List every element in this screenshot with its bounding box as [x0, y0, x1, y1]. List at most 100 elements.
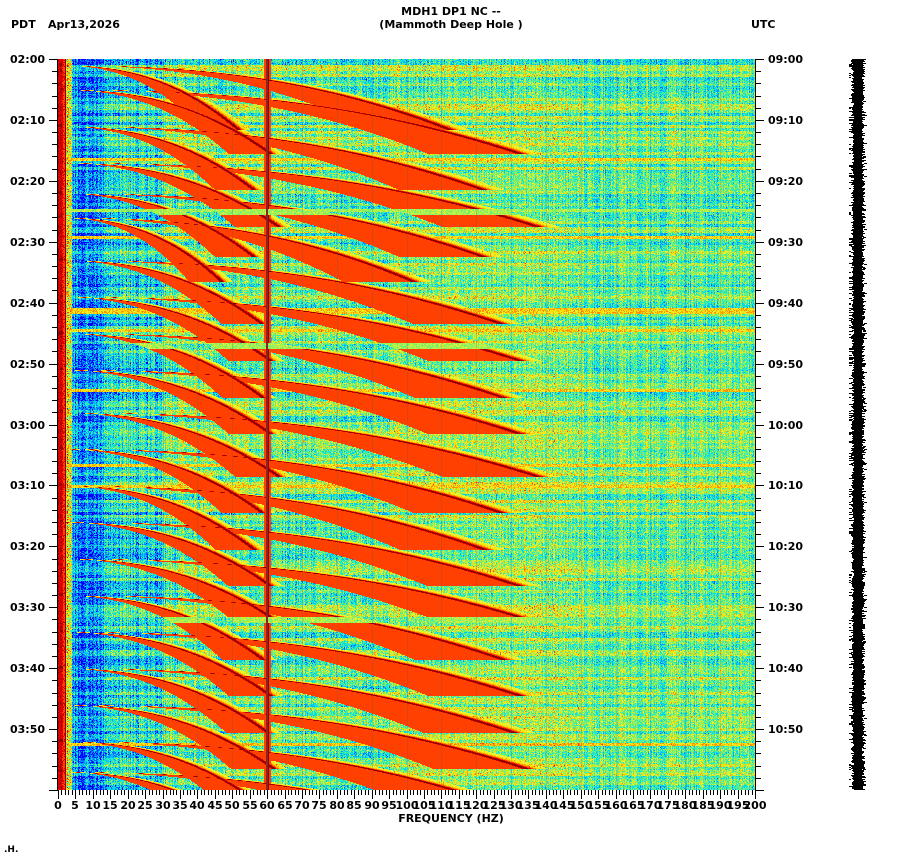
x-tick-minor: [351, 790, 352, 795]
x-tick-minor: [588, 790, 589, 795]
x-tick-minor: [187, 790, 188, 795]
y-axis-left-time-label: 02:00: [9, 53, 45, 66]
y-tick-minor-right: [755, 144, 761, 145]
x-tick-major: [128, 790, 129, 799]
y-tick-minor-left: [52, 327, 58, 328]
x-axis-frequency-label: 150: [569, 799, 593, 812]
y-tick-minor-left: [52, 571, 58, 572]
y-axis-left-time-label: 03:20: [9, 540, 45, 553]
x-tick-minor: [570, 790, 571, 795]
y-tick-major-left: [49, 790, 58, 791]
x-tick-minor: [518, 790, 519, 795]
y-axis-right-time-label: 09:40: [768, 297, 804, 310]
x-tick-minor: [522, 790, 523, 795]
x-tick-minor: [643, 790, 644, 795]
x-tick-minor: [713, 790, 714, 795]
x-axis-frequency-label: 10: [85, 799, 101, 812]
y-axis-left-time-label: 03:00: [9, 419, 45, 432]
y-tick-minor-right: [755, 315, 761, 316]
x-tick-major: [337, 790, 338, 799]
x-tick-major: [180, 790, 181, 799]
y-tick-minor-right: [755, 290, 761, 291]
x-tick-major: [511, 790, 512, 799]
x-tick-minor: [515, 790, 516, 795]
x-axis-frequency-label: 155: [586, 799, 610, 812]
x-tick-minor: [431, 790, 432, 795]
x-tick-minor: [710, 790, 711, 795]
x-tick-minor: [201, 790, 202, 795]
x-tick-minor: [487, 790, 488, 795]
x-axis-frequency-label: 70: [294, 799, 310, 812]
x-tick-major: [163, 790, 164, 799]
x-axis-frequency-label: 165: [621, 799, 645, 812]
y-tick-major-right: [755, 120, 764, 121]
y-tick-major-right: [755, 303, 764, 304]
y-tick-minor-right: [755, 559, 761, 560]
x-tick-minor: [107, 790, 108, 795]
y-tick-minor-left: [52, 376, 58, 377]
x-tick-minor: [288, 790, 289, 795]
x-tick-minor: [591, 790, 592, 795]
x-axis-frequency-label: 75: [311, 799, 327, 812]
x-tick-minor: [271, 790, 272, 795]
x-tick-minor: [483, 790, 484, 795]
x-axis-frequency-label: 5: [71, 799, 79, 812]
y-tick-minor-right: [755, 230, 761, 231]
y-tick-minor-left: [52, 498, 58, 499]
x-tick-minor: [264, 790, 265, 795]
x-tick-minor: [504, 790, 505, 795]
x-axis-frequency-label: 60: [259, 799, 275, 812]
y-axis-left-time-label: 02:10: [9, 114, 45, 127]
x-tick-major: [215, 790, 216, 799]
x-tick-minor: [574, 790, 575, 795]
x-axis-frequency-label: 180: [673, 799, 697, 812]
x-tick-major: [407, 790, 408, 799]
y-axis-right-time-label: 10:40: [768, 662, 804, 675]
x-tick-minor: [532, 790, 533, 795]
y-axis-right-time-label: 10:50: [768, 723, 804, 736]
y-tick-minor-right: [755, 388, 761, 389]
x-axis-frequency-label: 90: [364, 799, 380, 812]
y-tick-minor-left: [52, 230, 58, 231]
y-tick-major-right: [755, 790, 764, 791]
y-axis-right-time-label: 10:20: [768, 540, 804, 553]
x-tick-minor: [490, 790, 491, 795]
x-axis-frequency-label: 45: [207, 799, 223, 812]
x-axis-frequency-label: 35: [172, 799, 188, 812]
x-tick-minor: [410, 790, 411, 795]
x-axis-frequency-label: 130: [499, 799, 523, 812]
x-axis-frequency-label: 15: [102, 799, 118, 812]
y-axis-right-time-label: 10:10: [768, 479, 804, 492]
x-tick-major: [145, 790, 146, 799]
y-tick-major-right: [755, 242, 764, 243]
x-tick-major: [250, 790, 251, 799]
station-code-title: MDH1 DP1 NC --: [401, 5, 501, 18]
x-tick-minor: [121, 790, 122, 795]
y-tick-minor-right: [755, 498, 761, 499]
x-tick-minor: [194, 790, 195, 795]
y-tick-minor-left: [52, 522, 58, 523]
x-tick-major: [232, 790, 233, 799]
y-tick-major-left: [49, 181, 58, 182]
x-tick-minor: [413, 790, 414, 795]
x-axis-frequency-label: 160: [604, 799, 628, 812]
x-tick-minor: [183, 790, 184, 795]
station-name-subtitle: (Mammoth Deep Hole ): [379, 18, 523, 31]
y-tick-minor-right: [755, 96, 761, 97]
x-tick-minor: [657, 790, 658, 795]
x-tick-minor: [480, 790, 481, 795]
x-tick-minor: [602, 790, 603, 795]
x-tick-minor: [204, 790, 205, 795]
y-tick-minor-left: [52, 388, 58, 389]
x-tick-minor: [278, 790, 279, 795]
y-tick-major-right: [755, 59, 764, 60]
y-tick-minor-right: [755, 522, 761, 523]
y-tick-minor-left: [52, 144, 58, 145]
y-tick-minor-left: [52, 400, 58, 401]
x-tick-minor: [68, 790, 69, 795]
y-tick-minor-left: [52, 644, 58, 645]
local-timezone-label: PDT: [11, 18, 36, 31]
y-tick-minor-left: [52, 595, 58, 596]
x-tick-minor: [438, 790, 439, 795]
y-tick-minor-right: [755, 656, 761, 657]
